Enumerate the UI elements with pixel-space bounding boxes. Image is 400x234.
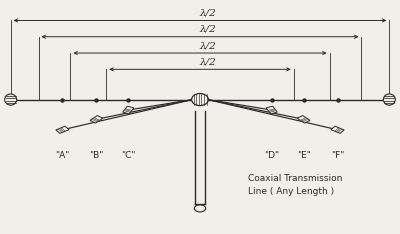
Ellipse shape [383, 94, 395, 105]
Polygon shape [123, 106, 134, 114]
Ellipse shape [5, 94, 17, 105]
Ellipse shape [194, 205, 206, 212]
Text: "D": "D" [264, 151, 279, 160]
Polygon shape [90, 116, 103, 123]
Text: "B": "B" [89, 151, 104, 160]
Polygon shape [331, 126, 344, 133]
Polygon shape [297, 116, 310, 123]
Text: "E": "E" [297, 151, 310, 160]
Text: "F": "F" [331, 151, 344, 160]
Text: Coaxial Transmission
Line ( Any Length ): Coaxial Transmission Line ( Any Length ) [248, 174, 342, 196]
Ellipse shape [192, 94, 208, 106]
Text: "A": "A" [55, 151, 70, 160]
Polygon shape [266, 106, 277, 114]
Text: λ/2: λ/2 [200, 41, 216, 50]
Text: "C": "C" [121, 151, 136, 160]
Text: λ/2: λ/2 [200, 25, 216, 34]
Text: λ/2: λ/2 [200, 9, 216, 18]
Polygon shape [56, 126, 69, 133]
Text: λ/2: λ/2 [200, 58, 216, 66]
